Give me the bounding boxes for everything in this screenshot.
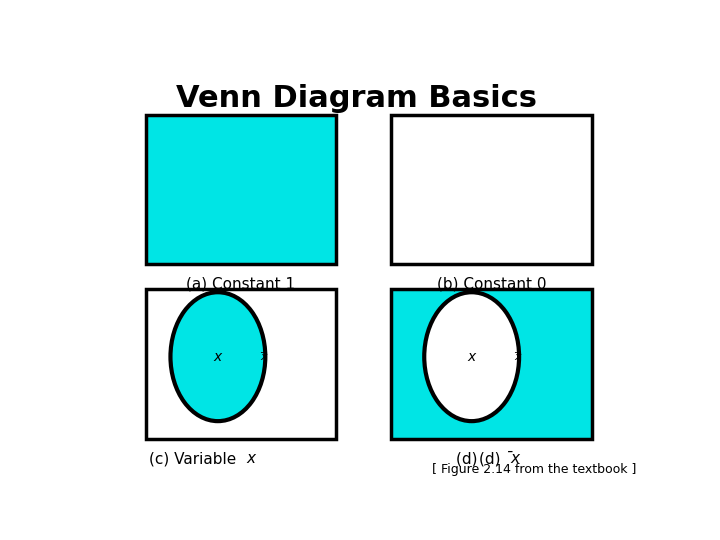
Text: (d): (d) (479, 451, 505, 467)
Bar (145, 289, 336, 439)
Text: (c) Variable: (c) Variable (148, 451, 240, 467)
Text: ̄x: ̄x (511, 451, 521, 467)
Ellipse shape (424, 292, 519, 421)
Text: x: x (246, 451, 256, 467)
Text: (a) Constant 1: (a) Constant 1 (186, 277, 295, 292)
Bar (145, 114, 336, 265)
Bar (392, 289, 593, 439)
Ellipse shape (171, 292, 266, 421)
Text: Venn Diagram Basics: Venn Diagram Basics (176, 84, 538, 112)
Text: x: x (214, 350, 222, 364)
Text: x̅: x̅ (260, 352, 266, 362)
Text: x̅: x̅ (515, 352, 521, 362)
Text: (b) Constant 0: (b) Constant 0 (437, 277, 546, 292)
Text: [ Figure 2.14 from the textbook ]: [ Figure 2.14 from the textbook ] (433, 463, 637, 476)
Bar (392, 114, 593, 265)
Text: x: x (467, 350, 476, 364)
Text: (d): (d) (456, 451, 482, 467)
